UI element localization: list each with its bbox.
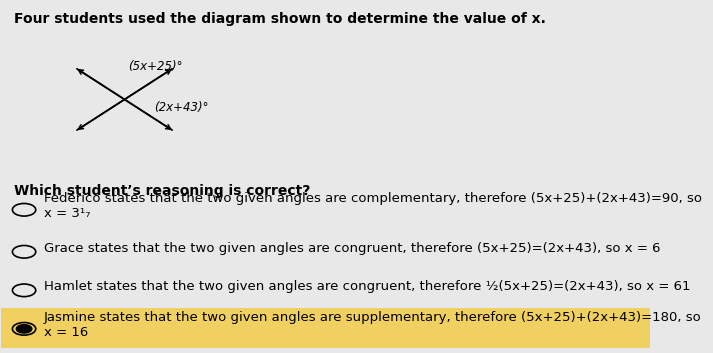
Text: (5x+25)°: (5x+25)° xyxy=(128,60,183,73)
Text: Grace states that the two given angles are congruent, therefore (5x+25)=(2x+43),: Grace states that the two given angles a… xyxy=(43,242,660,255)
Text: Which student’s reasoning is correct?: Which student’s reasoning is correct? xyxy=(14,184,311,198)
Text: Four students used the diagram shown to determine the value of x.: Four students used the diagram shown to … xyxy=(14,12,546,26)
FancyBboxPatch shape xyxy=(1,308,650,348)
Text: Federico states that the two given angles are complementary, therefore (5x+25)+(: Federico states that the two given angle… xyxy=(43,192,702,220)
Text: (2x+43)°: (2x+43)° xyxy=(154,101,208,114)
Text: Hamlet states that the two given angles are congruent, therefore ½(5x+25)=(2x+43: Hamlet states that the two given angles … xyxy=(43,280,690,293)
Text: Jasmine states that the two given angles are supplementary, therefore (5x+25)+(2: Jasmine states that the two given angles… xyxy=(43,311,702,339)
Circle shape xyxy=(16,325,32,333)
